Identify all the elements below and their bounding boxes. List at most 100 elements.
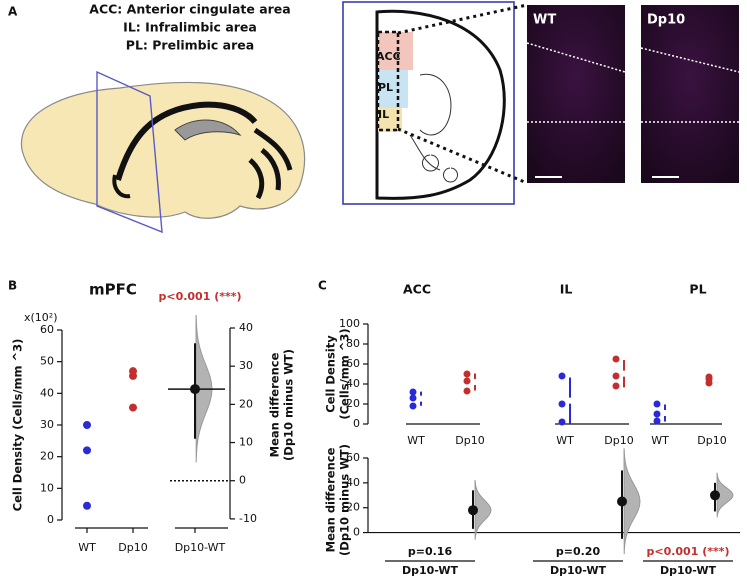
y-tick-label: 10 [239,436,253,449]
y-tick-label: 40 [346,476,360,489]
bootstrap-distribution [623,448,641,555]
data-point [612,372,620,380]
bootstrap-distribution [716,472,734,518]
y-tick-label: 50 [40,355,54,368]
region-pl [378,70,408,108]
x-tick-label: WT [78,541,96,554]
y-tick-label: 20 [239,397,253,410]
data-point [558,418,566,426]
data-point [653,410,661,418]
data-point [409,394,417,402]
y-tick-label: 0 [239,474,246,487]
axis-label: Cell Density (Cells/mm ^3) [11,339,25,512]
y-tick-label: 100 [339,317,360,330]
y-tick-label: 60 [346,451,360,464]
x-tick-label: WT [556,434,574,447]
tract [112,174,131,199]
effect-point [710,490,720,501]
axis-label: Mean difference [268,352,282,457]
p-value: p<0.001 (***) [158,290,241,303]
x-tick-label: Dp10 [455,434,484,447]
image-label: Dp10 [647,13,685,28]
y-tick-label: 60 [40,323,54,336]
region-label: PL [378,81,393,94]
y-tick-label: 60 [346,357,360,370]
p-value: p=0.16 [408,545,453,558]
y-tick-label: 20 [40,450,54,463]
effect-point [190,384,200,395]
y-tick-label: 0 [353,417,360,430]
x-tick-label: Dp10 [697,434,726,447]
region-label: ACC [376,50,401,63]
data-point [463,387,471,395]
effect-point [468,505,478,516]
p-value: p=0.20 [556,545,601,558]
x-tick-label: Dp10 [604,434,633,447]
axis-label: (Cells/mm ^3) [338,328,352,419]
data-point [129,367,137,376]
data-point [409,388,417,396]
group-title: PL [689,282,706,297]
group-title: IL [560,282,573,297]
y-tick-label: 30 [239,359,253,372]
legend-text: PL: Prelimbic area [126,38,254,53]
y-tick-label: 20 [346,501,360,514]
y-tick-label: 20 [346,397,360,410]
data-point [83,421,91,429]
boundary [526,42,626,73]
data-point [463,370,471,378]
x-tick-label: Dp10-WT [550,564,607,577]
axis-label: Mean difference [324,447,338,552]
hippocampus [174,119,242,141]
axis-label: (Dp10 minus WT) [338,444,352,556]
y-tick-label: 40 [346,377,360,390]
axis-label: (Dp10 minus WT) [282,349,296,461]
y-tick-label: 40 [239,321,253,334]
data-point [558,400,566,408]
y-tick-label: 80 [346,337,360,350]
data-point [705,373,713,381]
region-acc [378,32,413,70]
legend-text: ACC: Anterior cingulate area [89,2,290,17]
axis-multiplier: x(10²) [24,311,58,324]
zoom-line [397,127,528,185]
section-plane [96,70,163,234]
data-point [653,417,661,425]
chart-title: mPFC [89,281,137,299]
p-value: p<0.001 (***) [646,545,729,558]
axis-label: Cell Density [324,335,338,413]
micrograph [527,5,625,183]
x-tick-label: Dp10-WT [175,541,226,554]
data-point [612,355,620,363]
corpus-callosum [115,101,258,181]
panel-a: A ACC: Anterior cingulate area IL: Infra… [8,1,740,234]
image-label: WT [533,13,556,28]
zoom-line [397,3,528,35]
region-label: IL [378,108,389,121]
group-title: ACC [403,282,431,297]
effect-point [617,496,627,507]
sagittal-brain [20,81,306,219]
bootstrap-distribution [474,480,492,540]
data-point [612,382,620,390]
y-tick-label: 0 [47,513,54,526]
data-point [558,372,566,380]
y-tick-label: -10 [239,512,257,525]
x-tick-label: WT [407,434,425,447]
panel-label: B [8,279,17,293]
x-tick-label: WT [651,434,669,447]
x-tick-label: Dp10-WT [402,564,459,577]
data-point [83,501,91,510]
zoom-box [376,30,400,132]
y-tick-label: 10 [40,481,54,494]
x-tick-label: Dp10 [118,541,147,554]
data-point [83,446,91,455]
panel-label: C [318,279,327,293]
cerebellum-folia [248,127,293,200]
y-tick-label: 30 [40,418,54,431]
y-tick-label: 0 [353,526,360,539]
data-point [463,377,471,385]
boundary [640,47,740,73]
data-point [409,402,417,410]
